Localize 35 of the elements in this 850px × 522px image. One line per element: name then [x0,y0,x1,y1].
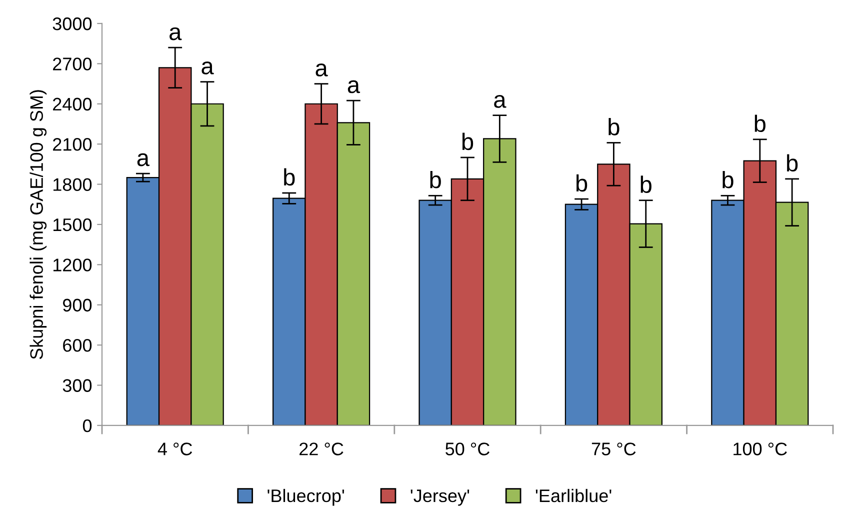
data-label: a [137,153,150,166]
y-tick-label: 1800 [53,178,92,191]
x-tick-label: 22 °C [300,442,344,456]
data-label: b [787,154,798,172]
legend-label: 'Jersey' [410,490,470,506]
data-label: a [202,61,214,74]
data-label: a [316,63,328,76]
data-label: b [462,132,474,150]
data-label: a [494,94,506,108]
y-tick-label: 2400 [53,98,92,111]
y-axis-title: Skupni fenoli (mg GAE/100 g SM) [30,90,47,360]
data-label: b [284,168,295,186]
y-tick-label: 2100 [53,138,92,151]
x-tick-label: 100 °C [734,442,787,456]
y-tick-label: 2700 [53,58,92,70]
y-tick-label: 1200 [53,258,92,272]
data-label: b [722,170,734,188]
data-label: b [430,170,441,188]
y-tick-label: 1500 [53,218,92,232]
x-tick-label: 50 °C [446,442,490,456]
y-tick-label: 0 [82,419,92,432]
y-tick-label: 600 [63,338,92,352]
legend-label: 'Bluecrop' [268,488,344,506]
data-label: b [754,114,766,132]
y-tick-label: 300 [62,379,92,392]
y-tick-label: 3000 [52,17,92,30]
y-tick-label: 900 [63,298,92,312]
data-label: b [640,176,652,193]
x-tick-label: 4 °C [158,442,192,456]
data-label: a [170,27,182,40]
x-tick-label: 75 °C [592,442,636,456]
data-label: a [348,80,360,94]
data-label: b [576,174,588,192]
legend-label: 'Earliblue' [536,488,612,502]
data-label: b [608,118,620,136]
